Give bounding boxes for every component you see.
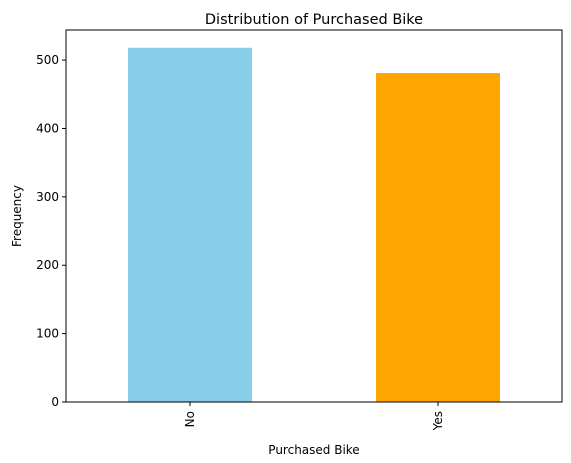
x-axis-label: Purchased Bike (268, 443, 359, 457)
y-axis-label: Frequency (10, 185, 24, 247)
y-tick-label-100: 100 (36, 327, 59, 341)
x-axis-ticks: No Yes (183, 402, 445, 431)
y-axis-ticks: 0 100 200 300 400 500 (36, 53, 66, 409)
x-tick-label-yes: Yes (431, 411, 445, 431)
y-tick-label-0: 0 (51, 395, 59, 409)
bars-group (128, 47, 500, 403)
y-tick-label-500: 500 (36, 53, 59, 67)
x-tick-label-no: No (183, 411, 197, 427)
bar-no (128, 47, 252, 402)
bar-yes (376, 73, 500, 403)
y-tick-label-400: 400 (36, 121, 59, 135)
chart-title: Distribution of Purchased Bike (205, 12, 423, 28)
plot-frame (65, 29, 563, 403)
y-tick-label-300: 300 (36, 190, 59, 204)
y-tick-label-200: 200 (36, 258, 59, 272)
